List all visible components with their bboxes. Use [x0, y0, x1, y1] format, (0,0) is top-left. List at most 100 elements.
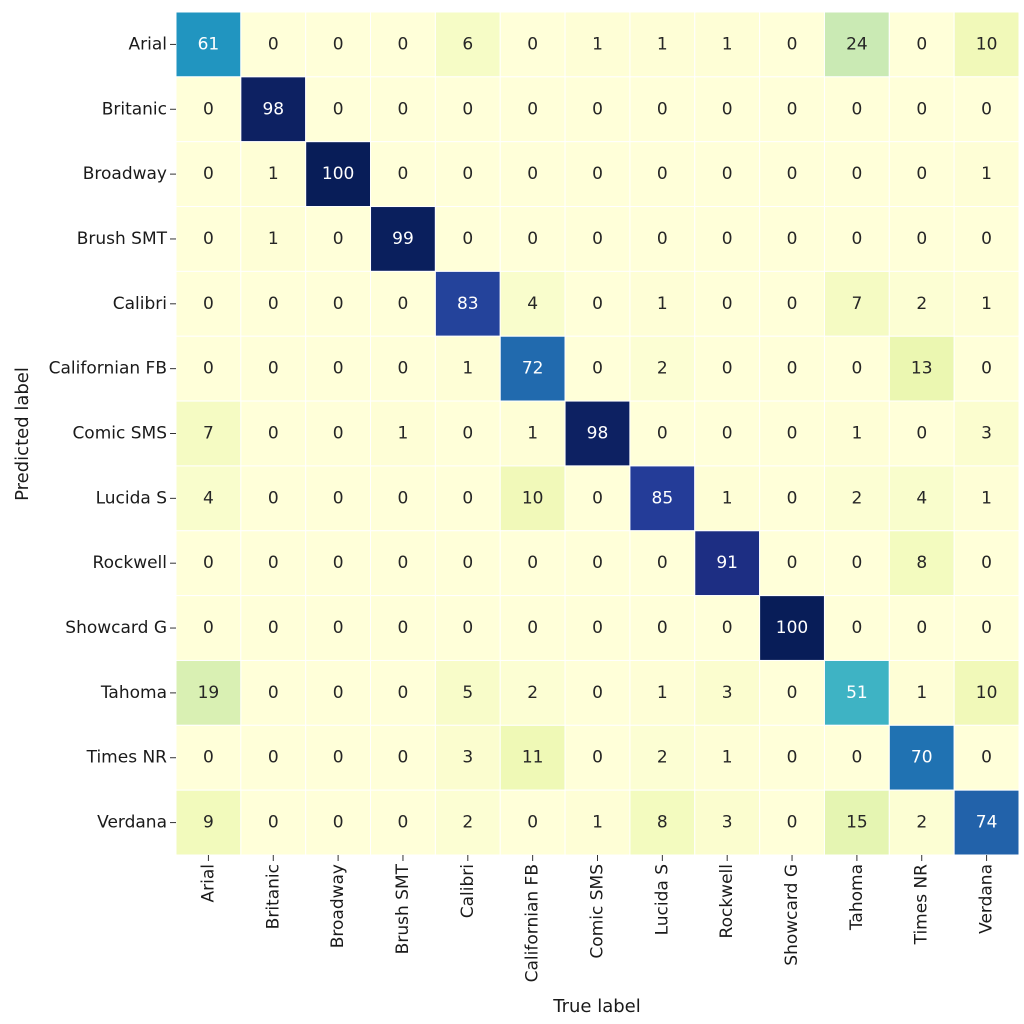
heatmap-cell — [629, 76, 696, 143]
cell-value-label: 2 — [527, 683, 538, 703]
cell-value-label: 0 — [851, 99, 862, 119]
y-tick-label: Showcard G — [65, 618, 167, 638]
cell-value-label: 0 — [787, 813, 798, 833]
cell-value-label: 10 — [976, 34, 998, 54]
cell-value-label: 0 — [333, 488, 344, 508]
cell-value-label: 0 — [657, 164, 668, 184]
heatmap-cell — [370, 530, 436, 597]
heatmap-cell — [499, 400, 566, 467]
heatmap-cell — [629, 659, 696, 726]
cell-value-label: 0 — [916, 424, 927, 444]
cell-value-label: 10 — [976, 683, 998, 703]
heatmap-cell — [888, 141, 955, 208]
y-tick-label: Arial — [129, 34, 167, 54]
heatmap-cell — [823, 335, 890, 402]
heatmap-cell — [629, 724, 696, 791]
cell-value-label: 0 — [527, 99, 538, 119]
y-tick-label: Brush SMT — [77, 229, 168, 249]
cell-value-label: 0 — [398, 553, 409, 573]
heatmap-cell — [694, 270, 761, 337]
heatmap-cell — [759, 11, 825, 78]
heatmap-cell — [694, 76, 761, 143]
heatmap-cell — [305, 76, 372, 143]
cell-value-label: 72 — [522, 359, 544, 379]
cell-value-label: 0 — [787, 34, 798, 54]
heatmap-cell — [953, 595, 1020, 661]
cell-value-label: 0 — [333, 553, 344, 573]
heatmap-cell — [953, 724, 1020, 791]
heatmap-cell — [953, 270, 1020, 337]
heatmap-cell — [175, 76, 242, 143]
cell-value-label: 0 — [333, 34, 344, 54]
heatmap-cell — [953, 789, 1020, 856]
heatmap-cell — [370, 659, 436, 726]
heatmap-cell — [370, 400, 436, 467]
heatmap-cell — [305, 724, 372, 791]
heatmap-cell — [499, 789, 566, 856]
cell-value-label: 9 — [203, 813, 214, 833]
heatmap-cell — [823, 530, 890, 597]
heatmap-cell — [370, 724, 436, 791]
cell-value-label: 0 — [981, 229, 992, 249]
cell-value-label: 0 — [203, 618, 214, 638]
heatmap-cell — [370, 11, 436, 78]
cell-value-label: 13 — [911, 359, 933, 379]
cell-value-label: 0 — [398, 34, 409, 54]
x-tick-label: Lucida S — [652, 864, 672, 935]
heatmap-cell — [888, 270, 955, 337]
heatmap-cell — [305, 595, 372, 661]
x-tick-label: Brush SMT — [393, 863, 413, 954]
heatmap-cell — [499, 206, 566, 272]
cell-value-label: 0 — [333, 618, 344, 638]
y-tick-label: Californian FB — [49, 359, 167, 379]
heatmap-cell — [888, 206, 955, 272]
heatmap-cell — [240, 141, 307, 208]
heatmap-cell — [564, 76, 631, 143]
heatmap-cell — [888, 595, 955, 661]
cell-value-label: 0 — [333, 748, 344, 768]
cell-value-label: 15 — [846, 813, 868, 833]
heatmap-cell — [888, 335, 955, 402]
heatmap-cell — [240, 595, 307, 661]
cell-value-label: 0 — [268, 294, 279, 314]
cell-value-label: 1 — [462, 359, 473, 379]
cell-value-label: 1 — [981, 488, 992, 508]
cell-value-label: 8 — [657, 813, 668, 833]
heatmap-cell — [694, 206, 761, 272]
cell-value-label: 1 — [722, 488, 733, 508]
heatmap-cell — [305, 335, 372, 402]
y-tick-label: Tahoma — [100, 683, 167, 703]
cell-value-label: 0 — [203, 748, 214, 768]
heatmap-cell — [499, 11, 566, 78]
heatmap-cell — [175, 659, 242, 726]
cell-value-label: 0 — [722, 164, 733, 184]
cell-value-label: 5 — [462, 683, 473, 703]
heatmap-cell — [564, 789, 631, 856]
heatmap-cell — [370, 206, 436, 272]
heatmap-cell — [759, 335, 825, 402]
cell-value-label: 70 — [911, 748, 933, 768]
cell-value-label: 0 — [722, 229, 733, 249]
cell-value-label: 0 — [592, 618, 603, 638]
heatmap-cell — [759, 141, 825, 208]
cell-value-label: 10 — [522, 488, 544, 508]
cell-value-label: 0 — [268, 34, 279, 54]
heatmap-cell — [694, 659, 761, 726]
heatmap-cell — [434, 76, 501, 143]
y-tick-label: Calibri — [113, 294, 167, 314]
cell-value-label: 0 — [851, 748, 862, 768]
cell-value-label: 0 — [268, 813, 279, 833]
cell-value-label: 0 — [203, 99, 214, 119]
heatmap-cell — [305, 11, 372, 78]
cell-value-label: 0 — [527, 618, 538, 638]
cell-value-label: 6 — [462, 34, 473, 54]
y-tick-label: Britanic — [102, 99, 167, 119]
cell-value-label: 0 — [527, 813, 538, 833]
heatmap-cell — [175, 206, 242, 272]
heatmap-cell — [953, 465, 1020, 532]
heatmap-cell — [175, 11, 242, 78]
cell-value-label: 1 — [527, 424, 538, 444]
heatmap-cell — [694, 465, 761, 532]
cell-value-label: 0 — [333, 99, 344, 119]
cell-value-label: 0 — [398, 99, 409, 119]
